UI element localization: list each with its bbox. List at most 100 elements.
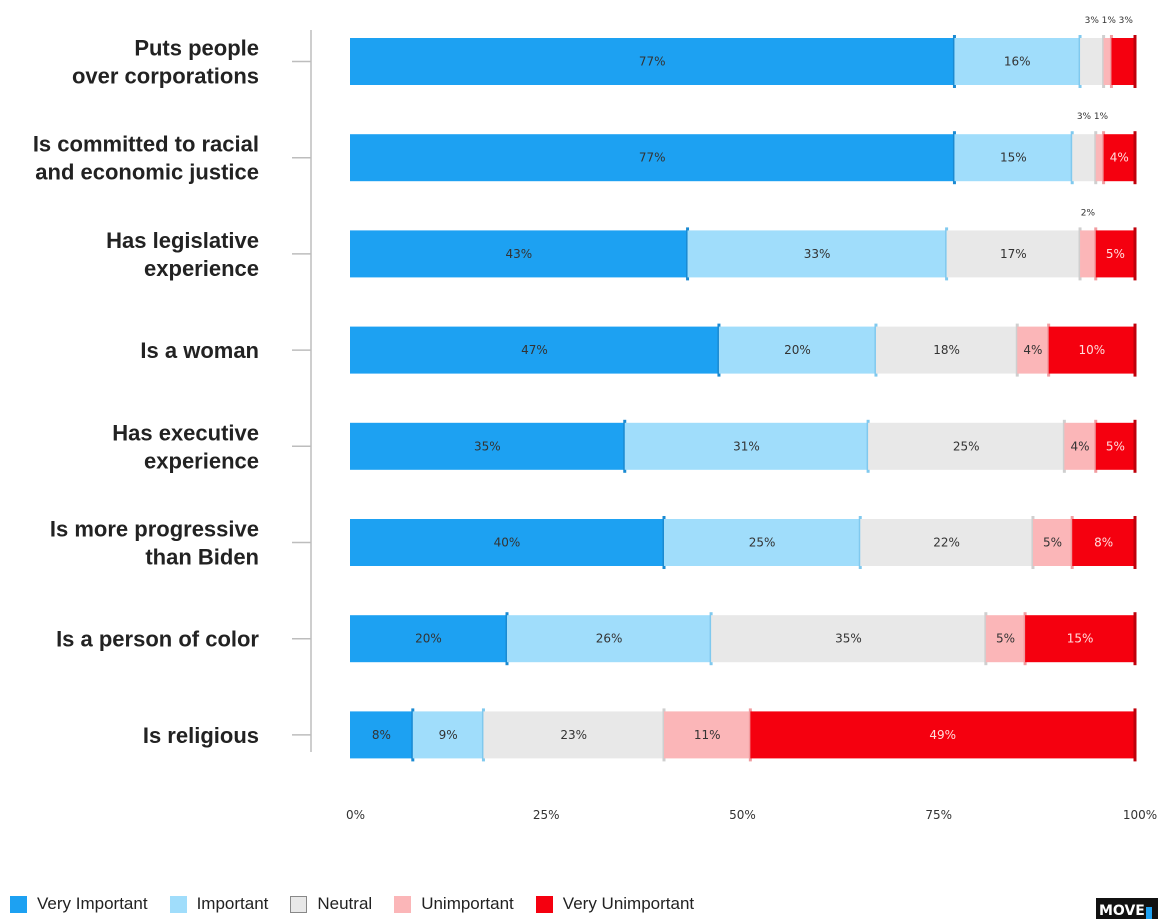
bar-segment-unimportant xyxy=(1032,519,1073,566)
bar-segment-very-unimportant xyxy=(750,711,1135,759)
data-label: 15% xyxy=(1000,151,1027,165)
bar-segment-very-unimportant xyxy=(1111,38,1135,85)
data-label-small: 3% xyxy=(1119,16,1134,26)
data-label: 49% xyxy=(929,728,956,742)
category-label: Has executive experience xyxy=(112,420,259,473)
bar-segment-very-unimportant xyxy=(1025,615,1135,663)
data-label: 5% xyxy=(996,632,1015,646)
category-label: Is religious xyxy=(143,723,259,748)
data-label: 20% xyxy=(415,632,442,646)
data-label: 4% xyxy=(1110,151,1129,165)
data-label: 5% xyxy=(1106,439,1125,453)
data-label: 77% xyxy=(639,55,666,69)
data-label-small: 3% xyxy=(1085,16,1100,26)
data-label: 18% xyxy=(933,343,960,357)
data-label: 25% xyxy=(749,536,776,550)
legend-item: Neutral xyxy=(290,894,372,914)
logo-mark xyxy=(1145,907,1152,919)
bar-segment-important xyxy=(954,38,1081,85)
legend-item: Unimportant xyxy=(394,894,514,914)
data-label-small: 1% xyxy=(1094,112,1109,122)
x-tick-label: 100% xyxy=(1123,808,1157,822)
legend-swatch xyxy=(10,895,27,913)
x-tick-label: 25% xyxy=(533,808,560,822)
bar-segment-very-important xyxy=(350,230,688,278)
x-tick-label: 0% xyxy=(346,808,365,822)
legend-swatch xyxy=(290,895,308,913)
bar-segment-unimportant xyxy=(1080,230,1096,278)
bar-segment-very-important xyxy=(350,134,955,182)
data-label: 5% xyxy=(1106,247,1125,261)
data-label-small: 3% xyxy=(1077,112,1092,122)
data-label: 31% xyxy=(733,439,760,453)
data-label: 33% xyxy=(804,247,831,261)
data-label: 25% xyxy=(953,439,980,453)
data-label: 16% xyxy=(1004,55,1031,69)
bar-segment-neutral xyxy=(946,230,1081,278)
bar-segment-very-unimportant xyxy=(1072,519,1135,566)
legend-item: Important xyxy=(169,894,269,914)
bar-segment-important xyxy=(687,230,947,278)
bar-segment-very-important xyxy=(350,422,625,470)
bar-segment-very-unimportant xyxy=(1095,230,1135,278)
bar-segment-important xyxy=(664,519,861,566)
data-label: 35% xyxy=(474,439,501,453)
bar-segment-unimportant xyxy=(664,711,751,759)
data-label-small: 2% xyxy=(1081,208,1096,218)
bar-segment-unimportant xyxy=(1095,134,1104,182)
bar-segment-important xyxy=(954,134,1073,182)
bar-segment-neutral xyxy=(483,711,664,759)
data-label: 10% xyxy=(1078,343,1105,357)
x-tick-label: 75% xyxy=(925,808,952,822)
bar-segment-neutral xyxy=(875,326,1018,374)
bar-segment-important xyxy=(507,615,712,663)
legend-label: Neutral xyxy=(317,894,373,913)
brand-logo: MOVE xyxy=(1096,898,1158,919)
data-label: 35% xyxy=(835,632,862,646)
legend-label: Important xyxy=(196,894,269,913)
legend-item: Very Unimportant xyxy=(535,894,694,914)
bar-segment-important xyxy=(412,711,484,759)
bar-segment-neutral xyxy=(1072,134,1096,182)
bar-segment-neutral xyxy=(711,615,986,663)
data-label: 15% xyxy=(1067,632,1094,646)
legend-item: Very Important xyxy=(10,894,148,914)
bar-segment-unimportant xyxy=(1103,38,1112,85)
data-label: 11% xyxy=(694,728,721,742)
category-label: Has legislative experience xyxy=(106,228,259,281)
bar-segment-very-unimportant xyxy=(1095,422,1135,470)
data-label: 47% xyxy=(521,343,548,357)
legend-swatch xyxy=(169,895,187,913)
bar-segment-very-important xyxy=(350,326,719,374)
logo-text: MOVE xyxy=(1099,903,1145,919)
bar-segment-very-important xyxy=(350,519,664,566)
data-label: 43% xyxy=(505,247,532,261)
legend-swatch xyxy=(535,895,553,913)
data-label: 5% xyxy=(1043,536,1062,550)
data-label: 8% xyxy=(372,728,391,742)
legend: Very Important Important Neutral Unimportan… xyxy=(10,894,716,914)
bar-segment-unimportant xyxy=(1017,326,1049,374)
data-label-small: 1% xyxy=(1102,16,1117,26)
bar-segment-neutral xyxy=(868,422,1065,470)
bar-segment-unimportant xyxy=(985,615,1026,663)
category-label: Is committed to racial and economic justi… xyxy=(33,132,259,185)
category-label: Is a woman xyxy=(140,338,259,363)
data-label: 4% xyxy=(1071,439,1090,453)
bar-segment-very-important xyxy=(350,615,507,663)
bar-segment-neutral xyxy=(860,519,1033,566)
bar-segment-unimportant xyxy=(1064,422,1096,470)
category-label: Is more progressive than Biden xyxy=(50,517,259,570)
data-label: 9% xyxy=(439,728,458,742)
data-label: 4% xyxy=(1023,343,1042,357)
bar-segment-very-important xyxy=(350,38,955,85)
bar-segment-neutral xyxy=(1080,38,1104,85)
bar-segment-very-unimportant xyxy=(1048,326,1135,374)
category-label: Is a person of color xyxy=(56,627,259,652)
bar-segment-very-important xyxy=(350,711,413,759)
data-label: 26% xyxy=(596,632,623,646)
data-label: 40% xyxy=(494,536,521,550)
legend-swatch xyxy=(394,895,412,913)
bar-segment-important xyxy=(624,422,869,470)
